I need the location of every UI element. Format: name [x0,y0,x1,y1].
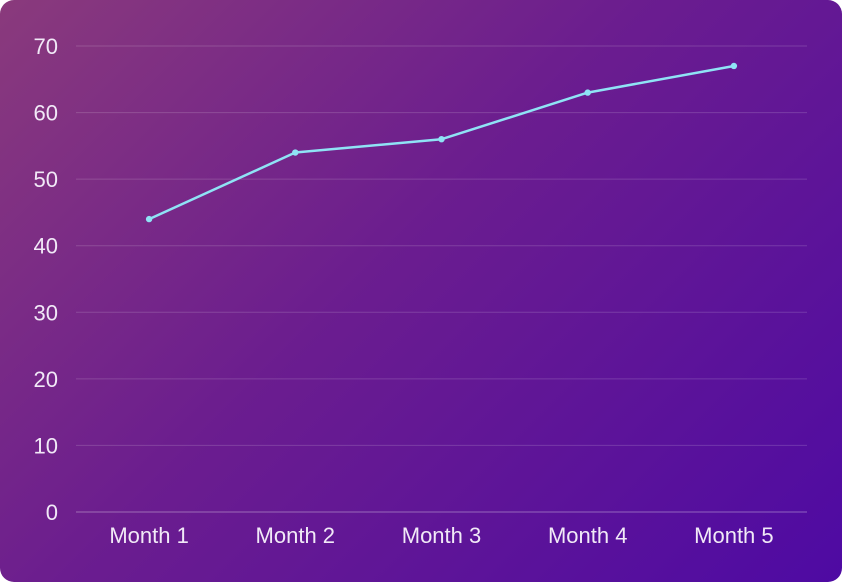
x-tick-label: Month 4 [548,523,628,548]
y-tick-label: 50 [34,167,58,192]
y-tick-label: 30 [34,300,58,325]
gridlines [76,45,807,513]
x-tick-label: Month 5 [694,523,774,548]
x-tick-label: Month 1 [109,523,189,548]
x-axis-tick-labels: Month 1 Month 2 Month 3 Month 4 Month 5 [109,523,773,548]
data-point [730,62,738,70]
data-point [292,149,299,156]
x-tick-label: Month 3 [402,523,482,548]
y-tick-label: 40 [34,234,58,259]
data-point [145,215,153,223]
y-tick-label: 60 [34,101,58,126]
y-axis-tick-labels: 0 10 20 30 40 50 60 70 [34,34,58,525]
x-tick-label: Month 2 [256,523,336,548]
y-tick-label: 10 [34,433,58,458]
y-tick-label: 0 [46,500,58,525]
data-point [438,136,445,143]
y-tick-label: 20 [34,367,58,392]
data-point [584,89,591,96]
y-tick-label: 70 [34,34,58,59]
series [145,62,738,223]
series-line [147,64,736,221]
